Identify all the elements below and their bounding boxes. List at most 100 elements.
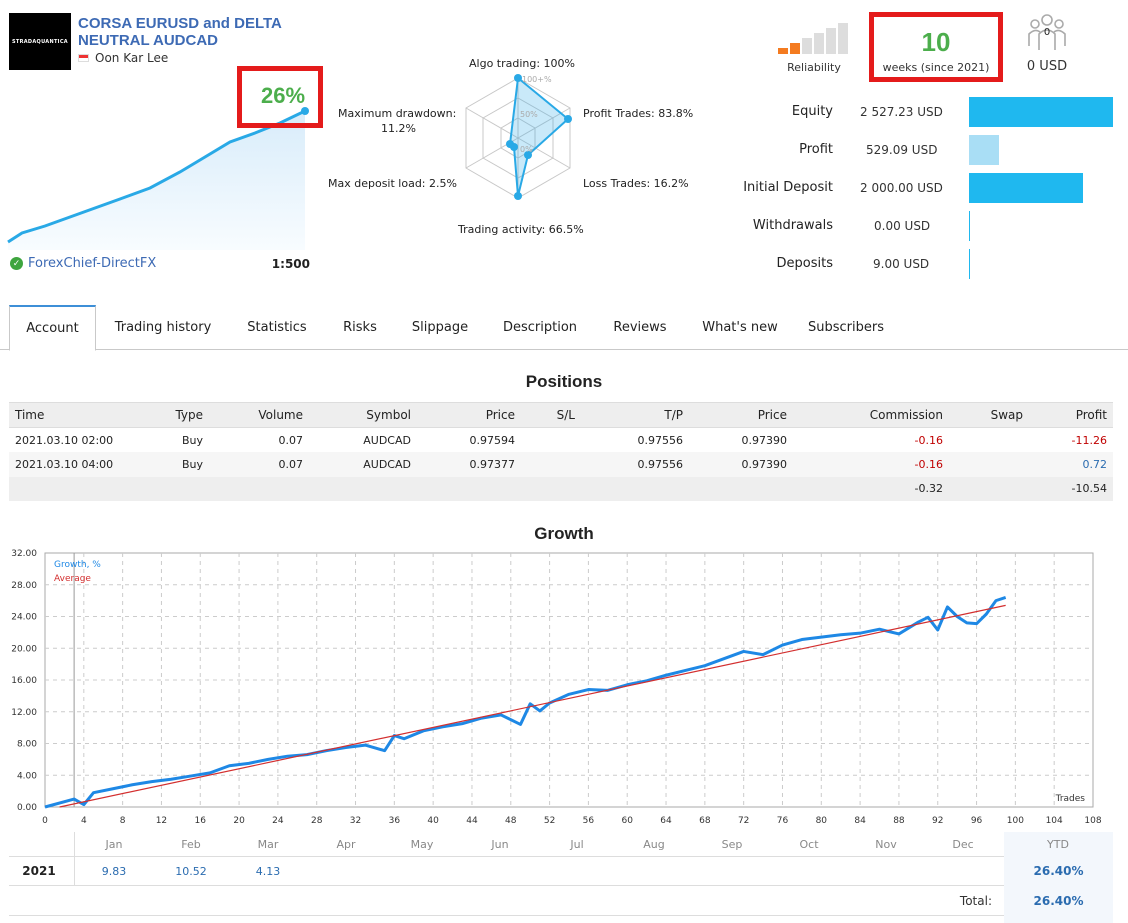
legend-growth: Growth, % — [54, 560, 101, 570]
y-tick-label: 8.00 — [17, 740, 37, 750]
reliability-label: Reliability — [787, 61, 841, 74]
radar-point-drawdown — [506, 140, 514, 148]
total-label: Total: — [959, 894, 992, 908]
weeks-number: 10 — [921, 27, 951, 57]
series-line-average — [59, 604, 1006, 808]
cell-commission: -0.16 — [914, 433, 943, 447]
x-tick-label: 96 — [971, 816, 983, 826]
month-value: 4.13 — [255, 865, 281, 878]
col-price2: Price — [689, 402, 793, 428]
col-commission: Commission — [793, 402, 949, 428]
mini-growth-area — [8, 111, 305, 250]
x-tick-label: 12 — [156, 816, 167, 826]
tab-subscribers[interactable]: Subscribers — [808, 320, 884, 335]
reliability-bar-4 — [826, 28, 836, 54]
radar-label-profit: Profit Trades: 83.8% — [583, 107, 694, 120]
x-tick-label: 32 — [350, 816, 361, 826]
month-label: Nov — [875, 838, 897, 851]
broker[interactable]: ✓ ForexChief-DirectFX — [10, 256, 156, 271]
radar-value-drawdown: 11.2% — [381, 122, 416, 135]
tab-whats-new[interactable]: What's new — [702, 320, 778, 335]
cell-price: 0.97594 — [469, 433, 516, 447]
month-label: Jan — [105, 838, 123, 851]
x-tick-label: 40 — [427, 816, 439, 826]
growth-title: Growth — [534, 524, 594, 543]
monthly-divider-v — [74, 832, 75, 885]
mini-growth-line — [7, 109, 306, 244]
positions-total-row: -0.32 -10.54 — [9, 476, 1113, 501]
x-tick-label: 88 — [893, 816, 905, 826]
leverage: 1:500 — [271, 257, 310, 271]
cell-volume: 0.07 — [209, 452, 309, 477]
tab-statistics[interactable]: Statistics — [247, 320, 307, 335]
cell-type: Buy — [181, 433, 203, 447]
x-tick-label: 80 — [816, 816, 828, 826]
radar-point-profit — [564, 115, 572, 123]
stat-bar — [969, 135, 999, 165]
cell-tp: 0.97556 — [637, 433, 684, 447]
cell-time: 2021.03.10 02:00 — [15, 433, 114, 447]
cell-sl — [521, 452, 581, 477]
cell-price2: 0.97390 — [689, 452, 793, 477]
cell-swap — [949, 452, 1029, 477]
ytd-value: 26.40% — [1033, 864, 1084, 878]
x-tick-label: 36 — [389, 816, 401, 826]
x-axis-label: Trades — [1055, 794, 1086, 804]
tab-account[interactable]: Account — [9, 305, 96, 351]
x-tick-label: 60 — [621, 816, 633, 826]
series-line-growth — [44, 596, 1007, 809]
check-icon: ✓ — [10, 257, 23, 270]
year-label: 2021 — [22, 864, 56, 878]
col-time: Time — [9, 402, 119, 428]
cell-profit: -11.26 — [1071, 433, 1107, 447]
tab-slippage[interactable]: Slippage — [411, 320, 469, 335]
cell-commission: -0.16 — [793, 452, 949, 477]
x-tick-label: 64 — [660, 816, 672, 826]
col-type: Type — [119, 402, 209, 428]
col-symbol: Symbol — [309, 402, 417, 428]
stat-label: Initial Deposit — [743, 180, 833, 195]
ytd-label: YTD — [1047, 838, 1069, 851]
y-tick-label: 4.00 — [17, 771, 37, 781]
x-tick-label: 48 — [505, 816, 517, 826]
stat-label: Deposits — [776, 256, 833, 271]
month-label: Oct — [799, 838, 819, 851]
x-tick-label: 108 — [1084, 816, 1101, 826]
tab-description[interactable]: Description — [502, 320, 578, 335]
x-tick-label: 20 — [233, 816, 245, 826]
radar-label-drawdown: Maximum drawdown: — [338, 107, 457, 120]
month-label: Dec — [952, 838, 974, 851]
radar-area — [508, 76, 570, 197]
growth-value: 26% — [260, 83, 306, 108]
growth-chart: 0.00 4.00 8.00 12.00 16.00 20.00 24.00 28.00 32.… — [11, 549, 1102, 826]
radar-point-algo — [514, 74, 522, 82]
radar-label-algo: Algo trading: 100% — [469, 57, 576, 70]
x-tick-label: 8 — [120, 816, 126, 826]
x-tick-label: 52 — [544, 816, 555, 826]
growth-highlight-box — [237, 66, 323, 128]
tab-risks[interactable]: Risks — [343, 320, 377, 335]
y-tick-label: 12.00 — [11, 708, 37, 718]
reliability-bar-5 — [838, 23, 848, 54]
x-tick-label: 24 — [272, 816, 284, 826]
author[interactable]: Oon Kar Lee — [78, 51, 168, 65]
tab-trading-history[interactable]: Trading history — [114, 320, 212, 335]
radar-ring-label-100: 100+% — [522, 75, 552, 84]
stat-value: 529.09 USD — [866, 143, 938, 157]
tab-reviews[interactable]: Reviews — [613, 320, 667, 335]
stat-label: Profit — [799, 142, 833, 157]
x-tick-label: 0 — [42, 816, 48, 826]
tab-bar: Account Trading history Statistics Risks… — [0, 305, 1128, 351]
cell-symbol: AUDCAD — [309, 452, 417, 477]
positions-header-row: Time Type Volume Symbol Price S/L T/P Pr… — [9, 402, 1113, 428]
total-commission: -0.32 — [793, 476, 949, 501]
cell-volume: 0.07 — [278, 433, 304, 447]
subscribers-icon[interactable] — [1026, 12, 1068, 52]
monthly-divider-bottom — [9, 915, 1113, 916]
x-tick-label: 100 — [1007, 816, 1024, 826]
monthly-divider-top — [9, 856, 1113, 857]
stat-label: Equity — [791, 104, 833, 119]
x-tick-label: 92 — [932, 816, 943, 826]
signal-title[interactable]: CORSA EURUSD and DELTA NEUTRAL AUDCAD — [78, 15, 282, 49]
reliability-bar-3 — [814, 33, 824, 54]
